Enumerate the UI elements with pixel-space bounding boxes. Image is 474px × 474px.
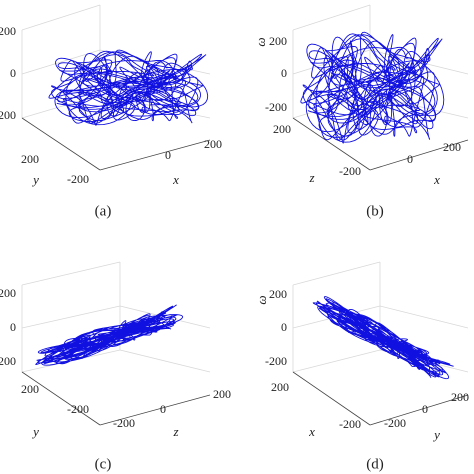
tick-label: 0: [10, 66, 16, 80]
caption: (c): [95, 456, 112, 472]
axis-label: z: [172, 424, 178, 439]
tick-label: 200: [213, 387, 231, 401]
tick-label: 200: [204, 137, 222, 151]
tick-label: 200: [273, 122, 291, 136]
axis-label: x: [433, 172, 440, 187]
tick-label: 200: [21, 382, 39, 396]
trajectory: [300, 31, 445, 144]
tick-label: -200: [67, 402, 89, 416]
trajectory: [48, 49, 209, 126]
tick-label: 200: [269, 34, 287, 48]
axis-label: x: [172, 172, 179, 187]
tick-label: 0: [10, 320, 16, 334]
trajectory: [312, 296, 454, 380]
axis-label: ω: [254, 295, 269, 304]
tick-label: -200: [265, 100, 287, 114]
tick-label: -200: [0, 108, 16, 122]
tick-label: 0: [160, 402, 166, 416]
axis-label: y: [432, 427, 440, 442]
tick-label: 0: [281, 320, 287, 334]
tick-label: 200: [271, 380, 289, 394]
trajectory: [35, 304, 184, 366]
tick-label: 200: [443, 140, 461, 154]
axis-label: y: [31, 424, 39, 439]
tick-label: -200: [0, 354, 16, 368]
tick-label: -200: [384, 416, 406, 430]
tick-label: -200: [339, 417, 361, 431]
tick-label: -200: [67, 172, 89, 186]
tick-label: 0: [407, 152, 413, 166]
axes-frame: [21, 117, 469, 426]
tick-label: 200: [0, 24, 16, 38]
tick-label: -200: [113, 416, 135, 430]
tick-label: 0: [422, 402, 428, 416]
tick-label: -200: [265, 354, 287, 368]
caption: (a): [95, 203, 112, 219]
tick-label: 200: [269, 287, 287, 301]
tick-label: 200: [0, 286, 16, 300]
tick-label: -200: [339, 164, 361, 178]
axis-label: z: [308, 170, 314, 185]
tick-label: 0: [165, 148, 171, 162]
axis-label: x: [308, 424, 315, 439]
tick-label: 200: [21, 152, 39, 166]
tick-label: 0: [281, 66, 287, 80]
attractor-curves: [35, 31, 454, 380]
caption: (d): [366, 456, 384, 472]
caption: (b): [366, 203, 384, 219]
tick-label: 200: [451, 390, 469, 404]
axis-label: ω: [253, 37, 268, 46]
axis-label: y: [31, 172, 39, 187]
